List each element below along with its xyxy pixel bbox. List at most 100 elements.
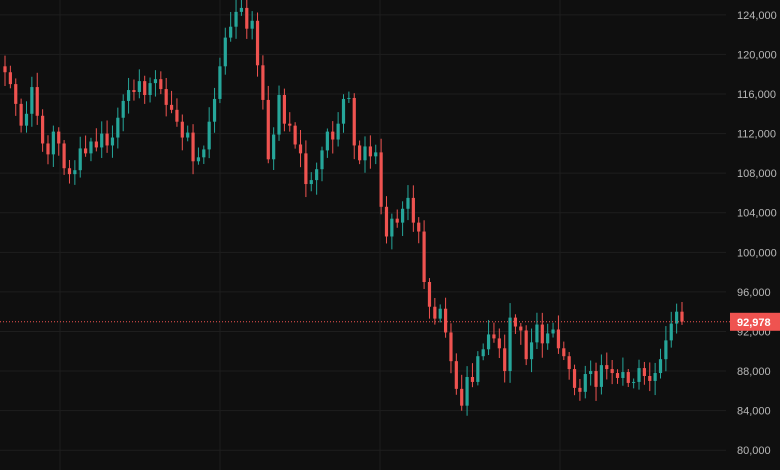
- candle-up: [116, 117, 120, 138]
- y-tick-label: 120,000: [737, 49, 777, 61]
- y-tick-label: 96,000: [737, 287, 771, 299]
- candle-up: [535, 324, 539, 343]
- y-tick-label: 112,000: [737, 129, 776, 141]
- candle-down: [46, 143, 50, 155]
- current-price-label: 92,978: [737, 317, 771, 329]
- candle-down: [556, 329, 561, 349]
- candle-down: [83, 148, 88, 154]
- candle-up: [599, 365, 604, 387]
- candle-down: [282, 94, 286, 124]
- candle-up: [212, 98, 217, 122]
- candle-up: [250, 20, 254, 29]
- candle-up: [239, 7, 244, 12]
- candle-up: [234, 11, 238, 27]
- candles: [3, 0, 684, 416]
- candle-down: [578, 387, 582, 392]
- candle-down: [368, 146, 372, 157]
- candle-down: [417, 222, 421, 232]
- candle-down: [642, 368, 646, 376]
- candle-down: [159, 79, 163, 90]
- candle-up: [202, 149, 206, 158]
- candle-down: [680, 311, 684, 322]
- candle-down: [395, 218, 399, 223]
- candle-down: [610, 369, 614, 374]
- candle-up: [637, 368, 641, 382]
- candle-up: [30, 87, 34, 114]
- candle-up: [121, 100, 125, 118]
- candle-down: [304, 153, 308, 185]
- candle-down: [41, 115, 45, 144]
- candle-down: [245, 7, 249, 29]
- candle-up: [476, 356, 480, 382]
- candle-up: [401, 208, 405, 223]
- candle-up: [481, 349, 485, 357]
- candle-down: [105, 133, 109, 146]
- candle-down: [422, 231, 426, 282]
- candle-down: [497, 338, 501, 349]
- candle-up: [73, 170, 77, 175]
- candle-down: [67, 168, 72, 175]
- candle-down: [449, 332, 453, 362]
- candle-down: [626, 372, 630, 383]
- candle-up: [406, 197, 410, 209]
- candle-up: [675, 311, 679, 324]
- candle-up: [546, 333, 550, 344]
- candle-up: [309, 180, 313, 185]
- candle-up: [363, 146, 367, 161]
- candle-down: [470, 376, 475, 382]
- candle-down: [132, 90, 136, 93]
- candle-down: [3, 66, 7, 73]
- y-tick-label: 124,000: [737, 10, 777, 22]
- candle-down: [358, 145, 362, 161]
- candle-up: [438, 308, 442, 319]
- candle-down: [255, 20, 260, 66]
- candle-down: [433, 306, 437, 319]
- y-tick-label: 80,000: [737, 445, 771, 457]
- candle-down: [562, 348, 566, 357]
- candle-up: [137, 81, 141, 93]
- candle-down: [352, 97, 356, 146]
- candle-up: [196, 157, 201, 162]
- candle-up: [78, 148, 82, 171]
- candle-down: [62, 143, 66, 169]
- candle-up: [277, 94, 281, 135]
- candle-down: [411, 197, 415, 223]
- candle-up: [508, 317, 512, 372]
- candle-up: [51, 131, 55, 155]
- candle-up: [658, 359, 663, 374]
- candle-up: [24, 113, 29, 126]
- candle-down: [19, 103, 23, 126]
- candle-down: [14, 84, 18, 104]
- candle-down: [648, 376, 652, 381]
- candle-down: [261, 65, 265, 100]
- candle-up: [341, 98, 346, 124]
- candle-up: [148, 83, 152, 95]
- candle-up: [223, 37, 227, 67]
- candle-down: [191, 132, 195, 162]
- candle-down: [605, 365, 609, 370]
- candle-down: [572, 369, 577, 388]
- candle-down: [443, 308, 448, 333]
- candle-up: [664, 340, 668, 360]
- candle-down: [94, 141, 98, 148]
- candle-up: [218, 66, 222, 99]
- candle-up: [632, 381, 636, 383]
- candle-up: [272, 134, 276, 160]
- candle-up: [315, 169, 319, 181]
- candle-down: [384, 206, 389, 237]
- y-tick-label: 88,000: [737, 366, 771, 378]
- candle-up: [621, 372, 625, 378]
- y-tick-label: 108,000: [737, 168, 777, 180]
- candle-down: [427, 282, 432, 307]
- candle-up: [110, 137, 115, 146]
- candle-up: [126, 90, 131, 101]
- candle-down: [266, 99, 270, 160]
- candle-down: [288, 123, 292, 126]
- candle-down: [293, 125, 297, 145]
- candle-down: [503, 348, 507, 372]
- candle-down: [169, 104, 174, 110]
- candle-down: [594, 371, 598, 387]
- current-price-tag: [730, 312, 780, 331]
